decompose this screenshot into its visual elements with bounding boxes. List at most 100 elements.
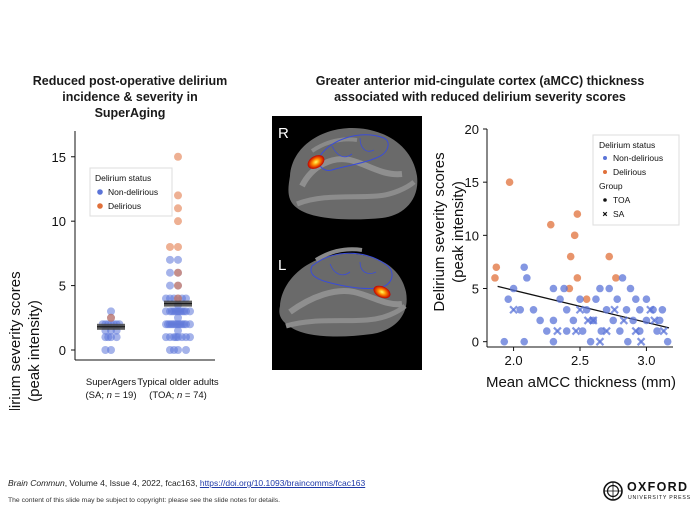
scatter-point: [520, 263, 528, 272]
strip-point: [186, 333, 194, 342]
strip-point: [174, 268, 182, 277]
strip-medians: [97, 300, 192, 330]
scatter-point: [491, 274, 499, 282]
scatter-legend-entry-toa: TOA: [613, 195, 631, 205]
strip-point: [174, 217, 182, 226]
scatter-legend-swatch-sa: [602, 211, 608, 217]
scatter-point: [562, 327, 571, 335]
scatter-point-x: [659, 326, 668, 336]
strip-x-labels: SuperAgers (SA; n = 19) Typical older ad…: [86, 377, 219, 401]
scatter-point: [576, 295, 584, 303]
scatter-point-x: [602, 326, 611, 336]
scatter-point: [605, 252, 614, 261]
scatter-point: [573, 210, 582, 218]
strip-point: [172, 333, 180, 342]
right-title-line1: Greater anterior mid-cingulate cortex (a…: [315, 74, 645, 88]
scatter-point-x: [636, 337, 646, 346]
scatter-point: [642, 316, 651, 325]
strip-point: [162, 333, 170, 342]
scatter-points: [491, 178, 672, 346]
scatter-point: [562, 305, 571, 314]
scatter-point: [609, 316, 618, 325]
scatter-point-x: [646, 305, 655, 315]
scatter-point: [573, 274, 582, 282]
strip-point: [174, 242, 182, 251]
strip-point: [174, 281, 182, 290]
strip-point: [174, 313, 182, 322]
strip-points: [98, 152, 194, 354]
oup-emblem-icon: [603, 481, 623, 501]
scatter-point: [622, 305, 631, 314]
scatter-point: [569, 316, 578, 325]
scatter-point: [663, 337, 672, 346]
scatter-point: [632, 295, 640, 303]
strip-point: [162, 294, 170, 303]
strip-point: [107, 307, 115, 316]
scatter-point: [658, 305, 667, 314]
scatter-point-x: [595, 337, 605, 346]
citation-doi-link[interactable]: https://doi.org/10.1093/braincomms/fcac1…: [199, 478, 366, 488]
brain-right-hemisphere: R: [278, 125, 418, 220]
scatter-point-x: [509, 305, 518, 315]
strip-chart: Delirium severity scores (peak intensity…: [7, 131, 219, 410]
scatter-point: [582, 295, 591, 303]
scatter-legend-title-group: Group: [599, 181, 623, 191]
scatter-point: [592, 295, 600, 303]
scatter-point: [529, 305, 538, 314]
strip-point: [178, 333, 186, 342]
scatter-ytick-label: 15: [465, 175, 479, 190]
strip-point: [107, 313, 115, 322]
scatter-point: [586, 337, 595, 346]
scatter-point: [549, 316, 558, 325]
strip-category-detail-toa: (TOA; n = 74): [149, 390, 207, 401]
strip-point: [164, 320, 172, 329]
strip-legend-title: Delirium status: [95, 173, 151, 183]
scatter-point: [546, 220, 555, 229]
scatter-point: [582, 305, 591, 314]
scatter-point: [509, 284, 518, 293]
scatter-y-axis-label: Delirium severity scores (peak intensity…: [431, 152, 467, 311]
scatter-point-x: [583, 316, 593, 325]
strip-category-label-toa: Typical older adults: [137, 377, 219, 388]
footer-citation: Brain Commun, Volume 4, Issue 4, 2022, f…: [8, 478, 365, 488]
scatter-point: [612, 274, 620, 282]
scatter-xtick-label: 2.0: [505, 353, 523, 368]
strip-legend: Delirium status Non-delirious Delirious: [89, 167, 173, 217]
citation-journal: Brain Commun: [8, 478, 65, 488]
scatter-point: [523, 274, 531, 282]
oup-logo-line2: UNIVERSITY PRESS: [628, 495, 691, 501]
copyright-note: The content of this slide may be subject…: [8, 497, 281, 504]
right-panel-title: Greater anterior mid-cingulate cortex (a…: [295, 73, 665, 105]
scatter-ytick-label: 10: [465, 228, 479, 243]
scatter-legend: Delirium status Non-delirious Delirious …: [592, 134, 680, 226]
strip-point: [162, 307, 170, 316]
scatter-x-axis-label: Mean aMCC thickness (mm): [486, 374, 676, 391]
strip-point: [170, 346, 178, 354]
scatter-point-x: [553, 326, 562, 336]
scatter-point: [616, 327, 624, 335]
scatter-legend-entry-sa: SA: [613, 209, 625, 219]
strip-legend-entry-delirious: Delirious: [108, 201, 141, 211]
scatter-legend-entry-delirious: Delirious: [613, 167, 646, 177]
scatter-point: [653, 327, 661, 335]
scatter-point: [602, 305, 611, 314]
scatter-point: [516, 305, 525, 314]
strip-point: [174, 294, 182, 303]
scatter-point: [578, 327, 587, 335]
oup-logo[interactable]: OXFORD UNIVERSITY PRESS: [603, 480, 695, 504]
citation-details: , Volume 4, Issue 4, 2022, fcac163,: [64, 478, 200, 488]
scatter-ytick-label: 20: [465, 122, 479, 137]
scatter-point: [624, 337, 632, 346]
strip-category-detail-sa: (SA; n = 19): [86, 390, 137, 401]
scatter-point: [596, 284, 604, 293]
strip-y-ticks: 0 5 10 15: [52, 150, 75, 358]
scatter-point: [642, 295, 651, 303]
scatter-point: [629, 316, 637, 325]
scatter-xtick-label: 3.0: [637, 353, 655, 368]
strip-point: [186, 307, 194, 316]
scatter-legend-swatch-nondelirious: [603, 156, 607, 160]
strip-point: [166, 242, 174, 251]
strip-legend-box: [89, 167, 173, 217]
scatter-point: [605, 284, 614, 293]
strip-point: [104, 333, 113, 342]
